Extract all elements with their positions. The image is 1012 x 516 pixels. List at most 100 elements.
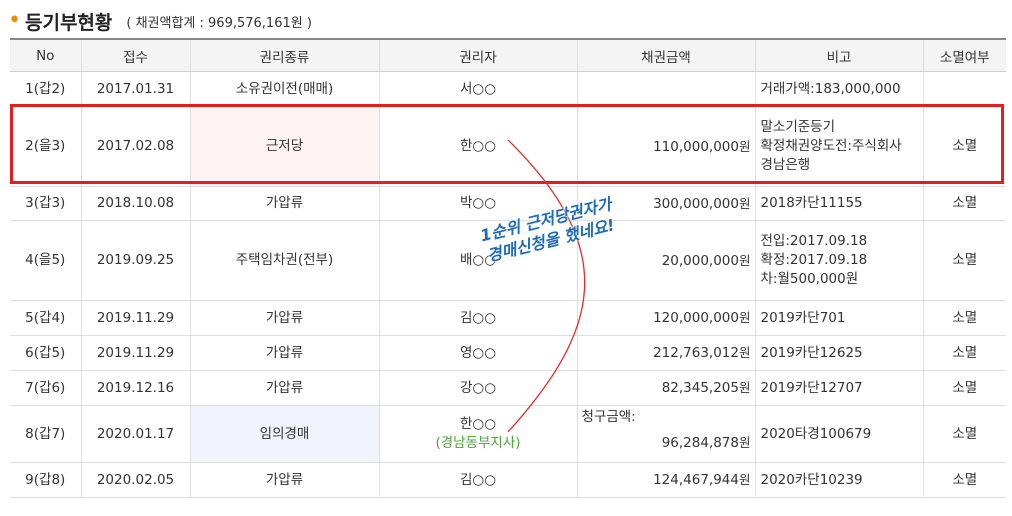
claim-value-wrap: 96,284,878원	[582, 433, 751, 453]
note-line: 확정채권양도전:주식회사	[760, 138, 902, 154]
note-line: 확정:2017.09.18	[760, 252, 868, 268]
note-line: 경남은행	[760, 157, 811, 173]
row-date: 2017.01.31	[80, 71, 190, 107]
amount-value: 82,345,205	[661, 380, 739, 396]
claim-label: 청구금액:	[581, 408, 636, 425]
header-right-type: 권리종류	[189, 38, 379, 72]
row-status: 소멸	[922, 335, 1006, 371]
row-status: 소멸	[922, 300, 1006, 336]
row-date: 2020.02.05	[80, 462, 190, 498]
row-status	[922, 71, 1006, 107]
row-note: 전입:2017.09.18 확정:2017.09.18 차:월500,000원	[754, 220, 923, 301]
section-header: • 등기부현황 ( 채권액합계 : 969,576,161원 )	[8, 6, 312, 36]
table-row: 2(을3) 2017.02.08 근저당 한○○ 110,000,000원 말소…	[10, 106, 1006, 187]
table-row: 7(갑6) 2019.12.16 가압류 강○○ 82,345,205원 201…	[10, 370, 1006, 406]
row-no: 9(갑8)	[10, 462, 81, 498]
row-date: 2019.09.25	[80, 220, 190, 301]
row-no: 1(갑2)	[10, 71, 81, 107]
currency-unit: 원	[738, 310, 751, 325]
claim-total: ( 채권액합계 : 969,576,161원 )	[126, 15, 312, 31]
row-holder: 강○○	[378, 370, 577, 406]
currency-unit: 원	[738, 380, 751, 395]
row-date: 2020.01.17	[80, 405, 190, 463]
row-no: 3(갑3)	[10, 186, 81, 221]
amount-value: 96,284,878	[661, 434, 739, 451]
row-no: 8(갑7)	[10, 405, 81, 463]
currency-unit: 원	[738, 345, 751, 360]
row-date: 2017.02.08	[80, 106, 190, 187]
row-date: 2019.11.29	[80, 300, 190, 336]
row-type: 가압류	[189, 462, 379, 498]
row-no: 5(갑4)	[10, 300, 81, 336]
row-no: 4(을5)	[10, 220, 81, 301]
section-title: 등기부현황	[24, 11, 113, 34]
row-type: 가압류	[189, 300, 379, 336]
header-extinction: 소멸여부	[922, 38, 1006, 72]
table-row: 3(갑3) 2018.10.08 가압류 박○○ 300,000,000원 20…	[10, 186, 1006, 221]
row-amount: 120,000,000원	[576, 300, 755, 336]
registry-table: No 접수 권리종류 권리자 채권금액 비고 소멸여부 1(갑2) 2017.0…	[10, 38, 1006, 498]
row-amount: 300,000,000원	[576, 186, 755, 221]
table-row: 8(갑7) 2020.01.17 임의경매 한○○ (경남동부지사) 청구금액:…	[10, 405, 1006, 463]
row-type: 주택임차권(전부)	[189, 220, 379, 301]
row-amount: 212,763,012원	[576, 335, 755, 371]
row-type: 가압류	[189, 186, 379, 221]
row-amount: 청구금액: 96,284,878원	[576, 405, 755, 463]
row-type: 임의경매	[189, 405, 379, 463]
row-note: 2019카단701	[754, 300, 923, 336]
row-type: 소유권이전(매매)	[189, 71, 379, 107]
note-line: 전입:2017.09.18	[760, 233, 868, 249]
currency-unit: 원	[738, 138, 751, 154]
currency-unit: 원	[738, 472, 751, 487]
row-holder: 서○○	[378, 71, 577, 107]
currency-unit: 원	[738, 434, 751, 450]
row-holder: 김○○	[378, 462, 577, 498]
header-no: No	[10, 38, 81, 72]
row-status: 소멸	[922, 106, 1006, 187]
amount-value: 212,763,012	[653, 345, 739, 361]
holder-name: 한○○	[460, 416, 496, 432]
row-note: 2020카단10239	[754, 462, 923, 498]
table-row: 9(갑8) 2020.02.05 가압류 김○○ 124,467,944원 20…	[10, 462, 1006, 498]
amount-value: 300,000,000	[653, 195, 739, 212]
row-date: 2018.10.08	[80, 186, 190, 221]
row-amount: 20,000,000원	[576, 220, 755, 301]
row-type: 가압류	[189, 335, 379, 371]
row-holder: 한○○ (경남동부지사)	[378, 405, 577, 463]
note-line: 차:월500,000원	[760, 271, 859, 287]
row-type: 근저당	[189, 106, 379, 187]
row-no: 2(을3)	[10, 106, 81, 187]
row-status: 소멸	[922, 370, 1006, 406]
row-note: 2018카단11155	[754, 186, 923, 221]
header-claim-amount: 채권금액	[576, 38, 755, 72]
amount-value: 20,000,000	[661, 252, 739, 269]
row-note: 거래가액:183,000,000	[754, 71, 923, 107]
row-note: 말소기준등기 확정채권양도전:주식회사 경남은행	[754, 106, 923, 187]
row-amount: 124,467,944원	[576, 462, 755, 498]
row-status: 소멸	[922, 186, 1006, 221]
amount-value: 124,467,944	[653, 472, 739, 488]
row-amount: 82,345,205원	[576, 370, 755, 406]
row-status: 소멸	[922, 405, 1006, 463]
row-no: 7(갑6)	[10, 370, 81, 406]
row-holder: 한○○	[378, 106, 577, 187]
row-amount: 110,000,000원	[576, 106, 755, 187]
header-date: 접수	[80, 38, 190, 72]
row-type: 가압류	[189, 370, 379, 406]
holder-branch: (경남동부지사)	[435, 435, 521, 451]
row-no: 6(갑5)	[10, 335, 81, 371]
row-note: 2020타경100679	[754, 405, 923, 463]
header-right-holder: 권리자	[378, 38, 577, 72]
currency-unit: 원	[738, 195, 751, 211]
header-note: 비고	[754, 38, 923, 72]
row-holder: 영○○	[378, 335, 577, 371]
amount-value: 120,000,000	[653, 310, 739, 326]
row-amount	[576, 71, 755, 107]
currency-unit: 원	[738, 252, 751, 268]
row-date: 2019.11.29	[80, 335, 190, 371]
table-row: 1(갑2) 2017.01.31 소유권이전(매매) 서○○ 거래가액:183,…	[10, 71, 1006, 107]
amount-value: 110,000,000	[653, 138, 739, 155]
row-date: 2019.12.16	[80, 370, 190, 406]
table-header-row: No 접수 권리종류 권리자 채권금액 비고 소멸여부	[10, 38, 1006, 72]
row-status: 소멸	[922, 462, 1006, 498]
